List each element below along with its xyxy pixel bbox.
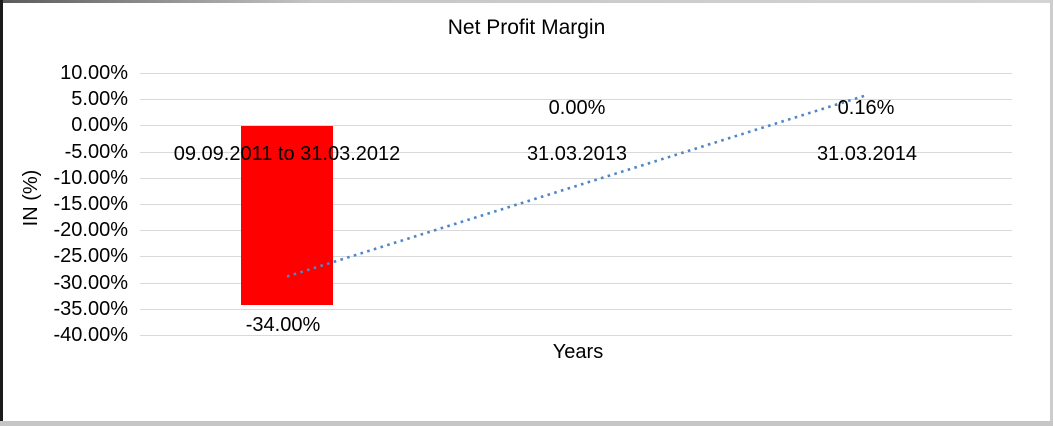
frame-border-top — [0, 0, 1053, 3]
y-tick-label: -35.00% — [53, 298, 129, 320]
category-label: 09.09.2011 to 31.03.2012 — [173, 143, 401, 165]
y-tick-label: -25.00% — [53, 245, 129, 267]
gridline — [140, 73, 1012, 74]
gridline — [140, 283, 1012, 284]
data-label: 0.16% — [837, 97, 895, 119]
y-tick-label: -10.00% — [53, 167, 129, 189]
y-tick-label: 10.00% — [60, 62, 128, 84]
data-label: -34.00% — [245, 314, 321, 336]
chart-title: Net Profit Margin — [447, 16, 606, 39]
x-axis-title: Years — [552, 341, 604, 363]
y-tick-label: -20.00% — [53, 219, 129, 241]
y-tick-label: 0.00% — [71, 114, 128, 136]
gridline — [140, 309, 1012, 310]
y-tick-label: 5.00% — [71, 88, 128, 110]
data-label: 0.00% — [548, 97, 606, 119]
category-label: 31.03.2013 — [526, 143, 628, 165]
y-axis-title: IN (%) — [20, 169, 42, 227]
y-tick-label: -30.00% — [53, 272, 129, 294]
y-tick-label: -15.00% — [53, 193, 129, 215]
category-label: 31.03.2014 — [816, 143, 918, 165]
gridline — [140, 335, 1012, 336]
y-tick-label: -40.00% — [53, 324, 129, 346]
frame-border-right — [1050, 0, 1053, 426]
frame-border-bottom — [0, 421, 1053, 426]
y-tick-label: -5.00% — [64, 141, 128, 163]
frame-border-left — [0, 0, 3, 426]
